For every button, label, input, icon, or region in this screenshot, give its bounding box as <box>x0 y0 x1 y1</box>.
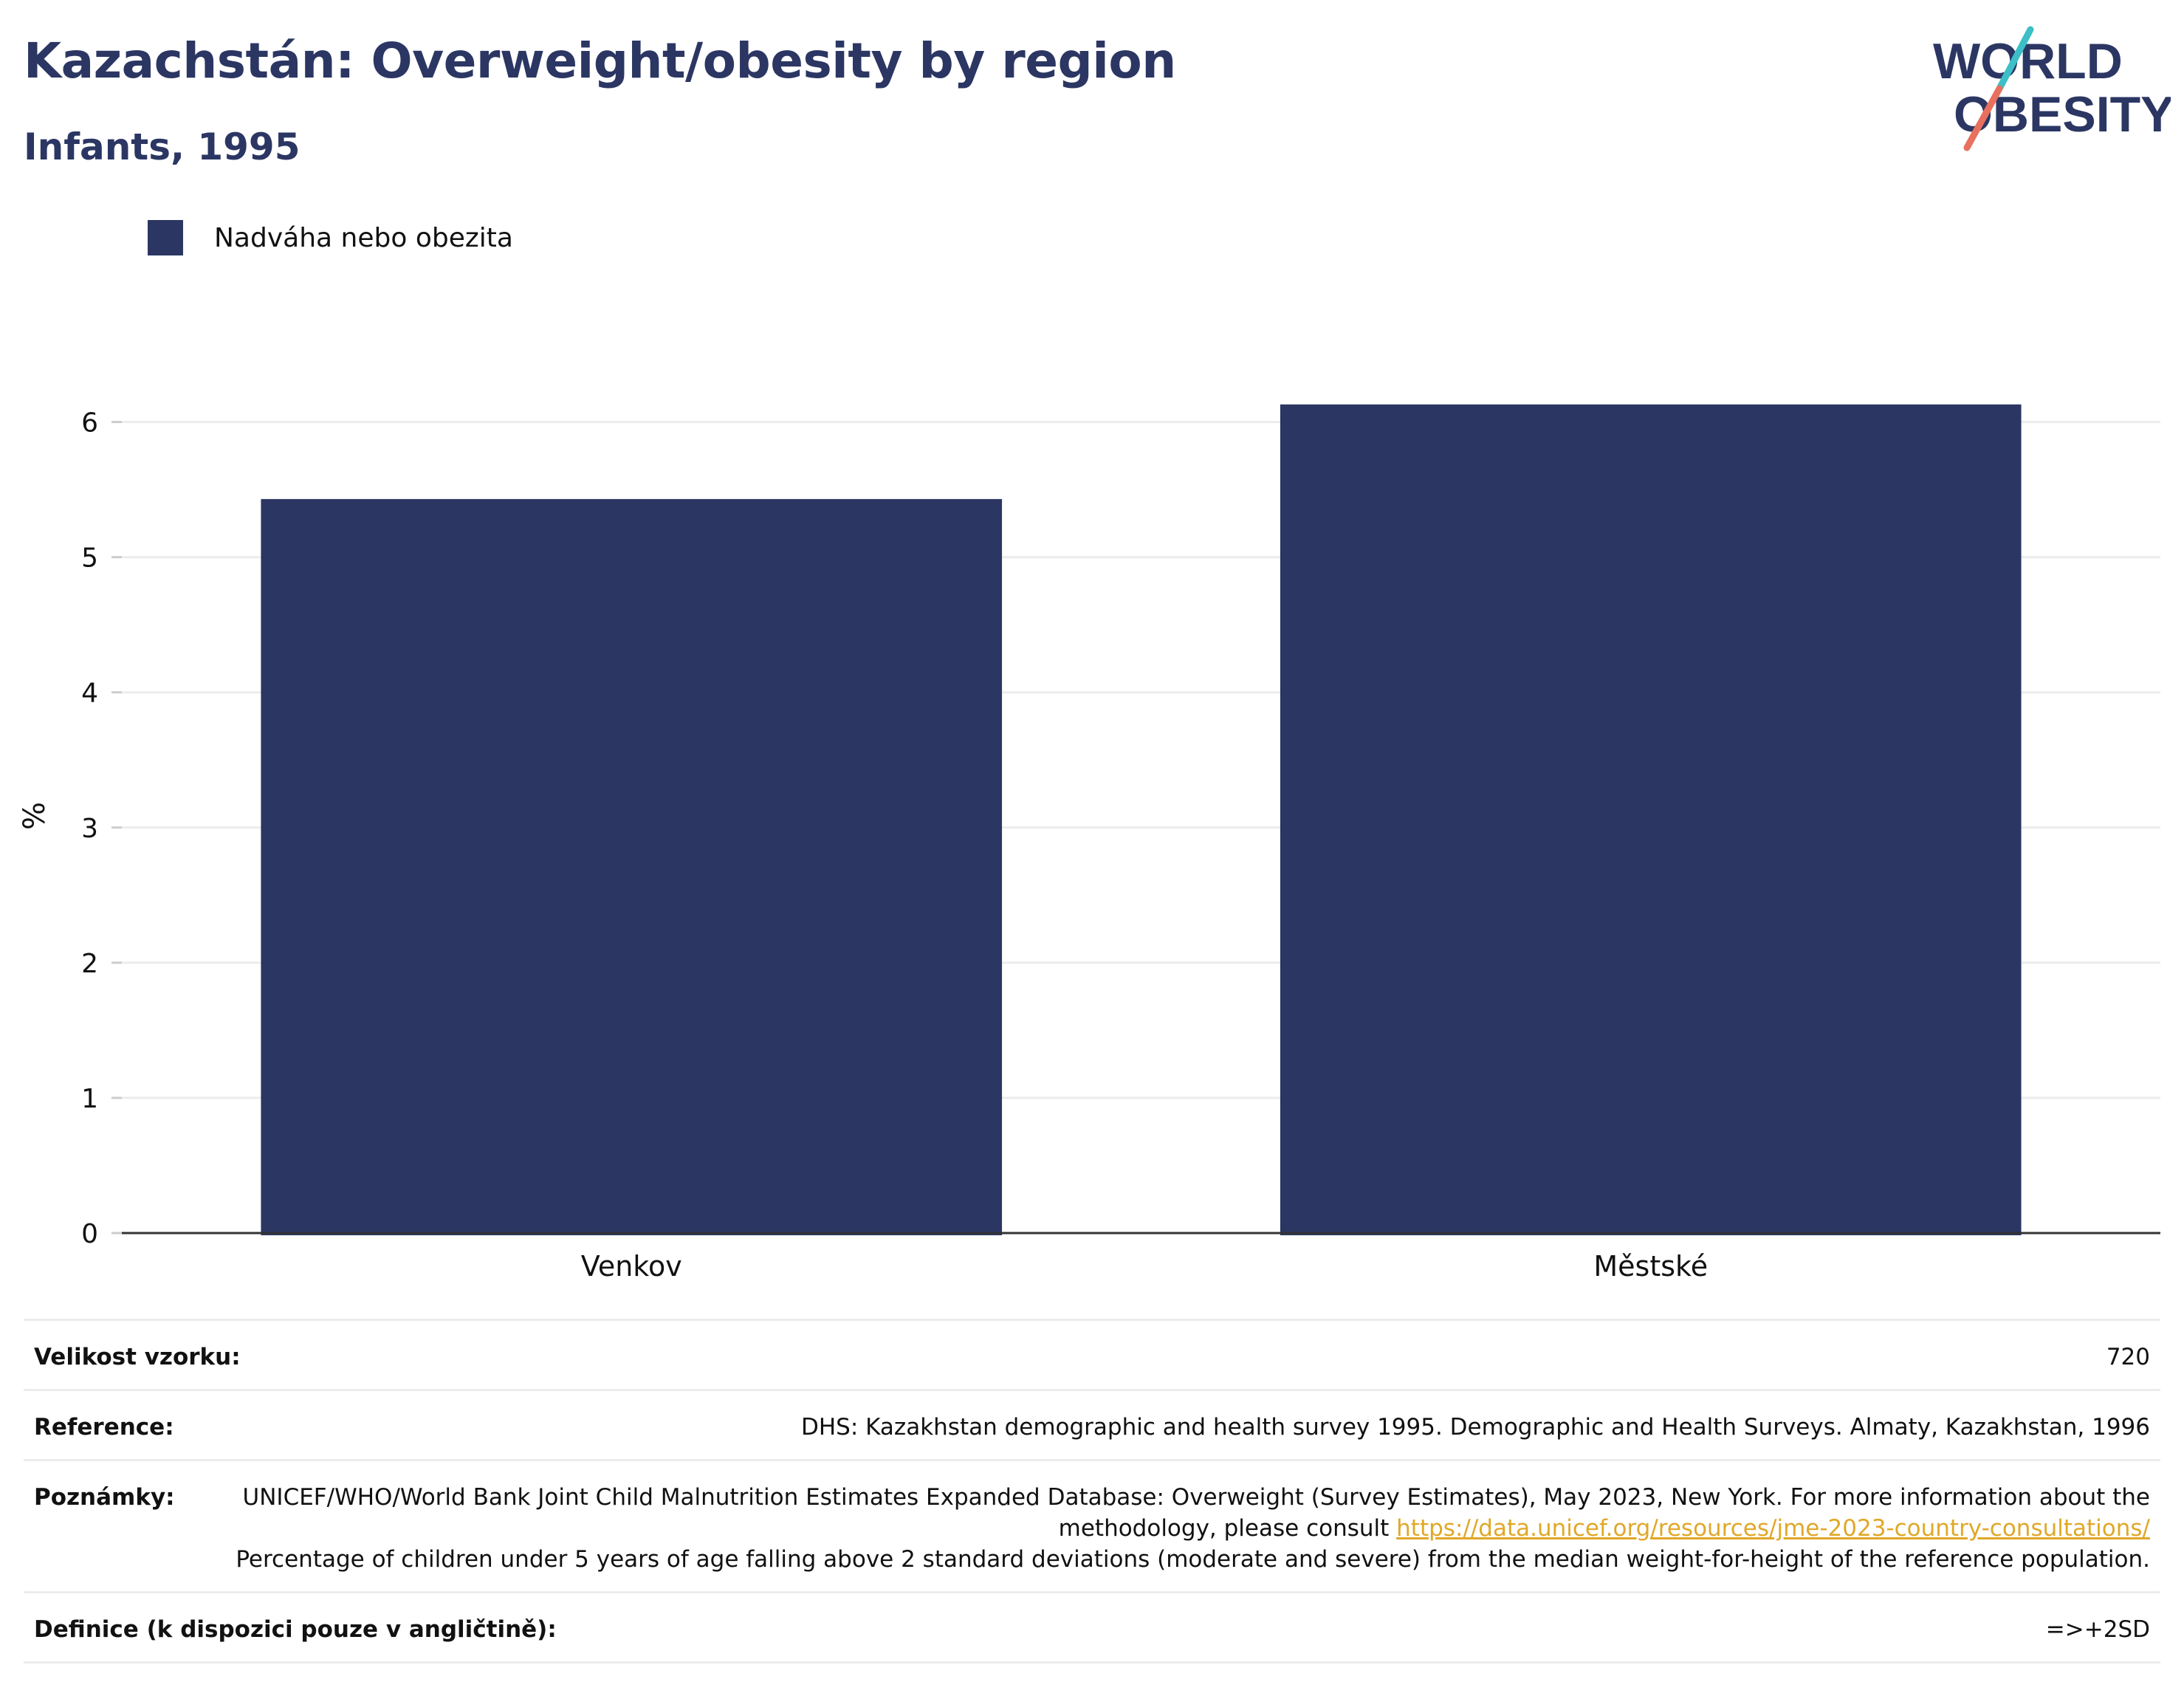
y-tick-label: 6 <box>81 408 98 439</box>
y-tick-label: 2 <box>81 949 98 979</box>
y-axis-ticks: 0 1 2 3 4 5 6 <box>81 408 122 1249</box>
x-tick-label: Městské <box>1593 1250 1708 1283</box>
meta-row-notes: Poznámky: UNICEF/WHO/World Bank Joint Ch… <box>24 1459 2160 1591</box>
bar-rural[interactable] <box>261 498 1003 1235</box>
logo-slash-teal <box>1996 26 2034 92</box>
definition-label: Definice (k dispozici pouze v angličtině… <box>34 1616 557 1643</box>
bars <box>261 404 2022 1235</box>
sample-size-label: Velikost vzorku: <box>34 1344 241 1370</box>
y-tick-label: 5 <box>81 543 98 574</box>
x-axis-labels: Venkov Městské <box>581 1250 1708 1283</box>
bar-urban[interactable] <box>1280 404 2022 1235</box>
chart-title: Kazachstán: Overweight/obesity by region <box>24 32 1176 89</box>
y-tick-label: 3 <box>81 814 98 844</box>
y-tick-label: 0 <box>81 1219 98 1249</box>
y-axis-label: % <box>18 802 52 830</box>
logo-slash-coral <box>1963 85 2003 151</box>
legend[interactable]: Nadváha nebo obezita <box>148 219 513 257</box>
bar-chart: 0 1 2 3 4 5 6 Venkov Městské % <box>18 404 2160 1283</box>
legend-label: Nadváha nebo obezita <box>214 222 513 253</box>
metadata-table: Velikost vzorku: 720 Reference: DHS: Kaz… <box>24 1319 2160 1664</box>
meta-row-sample-size: Velikost vzorku: 720 <box>24 1319 2160 1389</box>
x-tick-label: Venkov <box>581 1250 682 1283</box>
notes-label: Poznámky: <box>34 1484 175 1511</box>
legend-swatch <box>148 220 183 255</box>
y-tick-label: 1 <box>81 1084 98 1114</box>
world-obesity-logo[interactable]: WORLD OBESITY <box>1927 21 2171 154</box>
logo-word-obesity: OBESITY <box>1954 86 2171 143</box>
sample-size-value: 720 <box>2106 1344 2150 1370</box>
logo-word-world: WORLD <box>1933 33 2123 89</box>
y-tick-label: 4 <box>81 679 98 709</box>
notes-value: UNICEF/WHO/World Bank Joint Child Malnut… <box>205 1482 2150 1575</box>
notes-definition-text: Percentage of children under 5 years of … <box>236 1546 2150 1573</box>
methodology-link[interactable]: https://data.unicef.org/resources/jme-20… <box>1396 1515 2150 1542</box>
definition-value: =>+2SD <box>2045 1616 2150 1643</box>
reference-value: DHS: Kazakhstan demographic and health s… <box>800 1414 2150 1441</box>
reference-label: Reference: <box>34 1414 174 1441</box>
notes-text: UNICEF/WHO/World Bank Joint Child Malnut… <box>242 1484 2150 1542</box>
chart-subtitle: Infants, 1995 <box>24 126 301 168</box>
meta-row-reference: Reference: DHS: Kazakhstan demographic a… <box>24 1389 2160 1459</box>
meta-row-definition: Definice (k dispozici pouze v angličtině… <box>24 1591 2160 1664</box>
